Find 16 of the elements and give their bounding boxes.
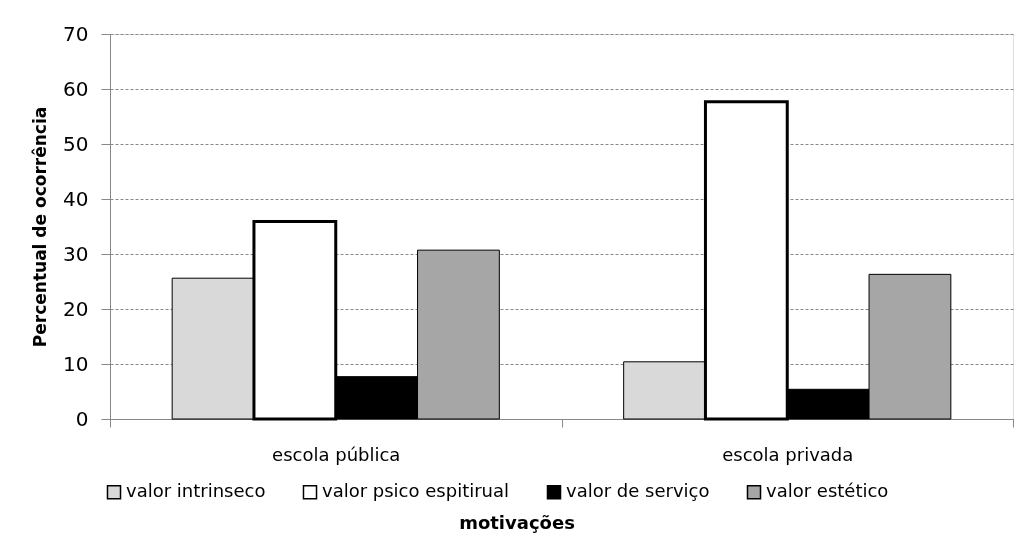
- y-tick-label: 50: [63, 131, 89, 156]
- legend-label: valor de serviço: [566, 480, 710, 502]
- x-axis-title: motivações: [459, 511, 575, 533]
- y-tick-label: 0: [75, 406, 89, 431]
- legend-label: valor psico espitirual: [322, 480, 510, 502]
- legend-label: valor estético: [766, 480, 889, 502]
- y-tick-label: 60: [63, 76, 89, 101]
- x-tick-label: escola privada: [722, 443, 854, 465]
- y-axis-title: Percentual de ocorrência: [30, 106, 51, 348]
- y-tick-label: 70: [63, 21, 89, 46]
- y-tick-label: 30: [63, 241, 89, 266]
- legend-label: valor intrinseco: [126, 480, 266, 502]
- y-tick-label: 10: [63, 351, 89, 376]
- y-tick-label: 40: [63, 186, 89, 211]
- y-tick-label: 20: [63, 296, 89, 321]
- x-tick-label: escola pública: [272, 443, 401, 465]
